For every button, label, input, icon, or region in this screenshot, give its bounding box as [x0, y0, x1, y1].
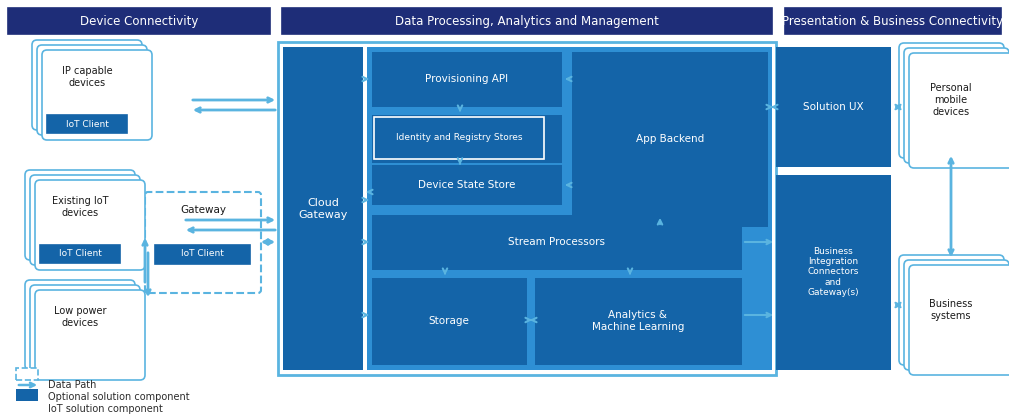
FancyBboxPatch shape [909, 265, 1009, 375]
FancyBboxPatch shape [25, 170, 135, 260]
FancyBboxPatch shape [35, 180, 145, 270]
Bar [372, 115, 562, 163]
Text: IoT solution component: IoT solution component [48, 404, 162, 414]
Bar [367, 47, 772, 370]
Bar [283, 47, 363, 370]
Bar [372, 52, 562, 107]
Text: Personal
mobile
devices: Personal mobile devices [930, 83, 972, 117]
Text: Device State Store: Device State Store [419, 180, 516, 190]
FancyBboxPatch shape [899, 255, 1004, 365]
Bar [372, 215, 742, 270]
FancyBboxPatch shape [30, 285, 140, 375]
Text: Optional solution component: Optional solution component [48, 392, 190, 402]
Bar [374, 117, 544, 159]
Bar [278, 42, 776, 375]
Text: Business
Integration
Connectors
and
Gateway(s): Business Integration Connectors and Gate… [807, 247, 859, 297]
FancyBboxPatch shape [42, 50, 152, 140]
Text: Stream Processors: Stream Processors [509, 237, 605, 247]
Bar [40, 245, 120, 263]
Text: Low power
devices: Low power devices [53, 306, 106, 328]
FancyBboxPatch shape [904, 48, 1009, 163]
FancyBboxPatch shape [145, 192, 261, 293]
Bar [785, 8, 1001, 34]
Bar [776, 47, 891, 167]
Text: Provisioning API: Provisioning API [426, 74, 509, 84]
Bar [282, 8, 772, 34]
Bar [776, 175, 891, 370]
Bar [372, 165, 562, 205]
Bar [155, 245, 250, 264]
Text: App Backend: App Backend [636, 134, 704, 144]
Bar [16, 389, 38, 401]
FancyBboxPatch shape [32, 40, 142, 130]
Text: Identity and Registry Stores: Identity and Registry Stores [396, 133, 523, 141]
Text: Solution UX: Solution UX [803, 102, 864, 112]
Text: Presentation & Business Connectivity: Presentation & Business Connectivity [782, 15, 1004, 28]
Text: Analytics &
Machine Learning: Analytics & Machine Learning [592, 310, 684, 332]
Bar [372, 278, 527, 365]
Text: IP capable
devices: IP capable devices [62, 66, 112, 88]
Bar [16, 368, 38, 380]
Bar [47, 115, 127, 133]
FancyBboxPatch shape [899, 43, 1004, 158]
FancyBboxPatch shape [904, 260, 1009, 370]
FancyBboxPatch shape [30, 175, 140, 265]
Text: IoT Client: IoT Client [181, 249, 223, 259]
FancyBboxPatch shape [35, 290, 145, 380]
Bar [572, 52, 768, 227]
Text: IoT Client: IoT Client [59, 249, 102, 259]
Bar [535, 278, 742, 365]
Text: Business
systems: Business systems [929, 299, 973, 321]
Text: Gateway: Gateway [180, 205, 226, 215]
Text: Device Connectivity: Device Connectivity [80, 15, 198, 28]
Text: IoT Client: IoT Client [66, 120, 108, 128]
Text: Storage: Storage [429, 316, 469, 326]
FancyBboxPatch shape [25, 280, 135, 370]
FancyBboxPatch shape [37, 45, 147, 135]
Text: Data Path: Data Path [48, 380, 97, 390]
Text: Cloud
Gateway: Cloud Gateway [299, 198, 348, 220]
Text: Data Processing, Analytics and Management: Data Processing, Analytics and Managemen… [396, 15, 659, 28]
Text: Existing IoT
devices: Existing IoT devices [51, 196, 108, 218]
Bar [8, 8, 270, 34]
FancyBboxPatch shape [909, 53, 1009, 168]
